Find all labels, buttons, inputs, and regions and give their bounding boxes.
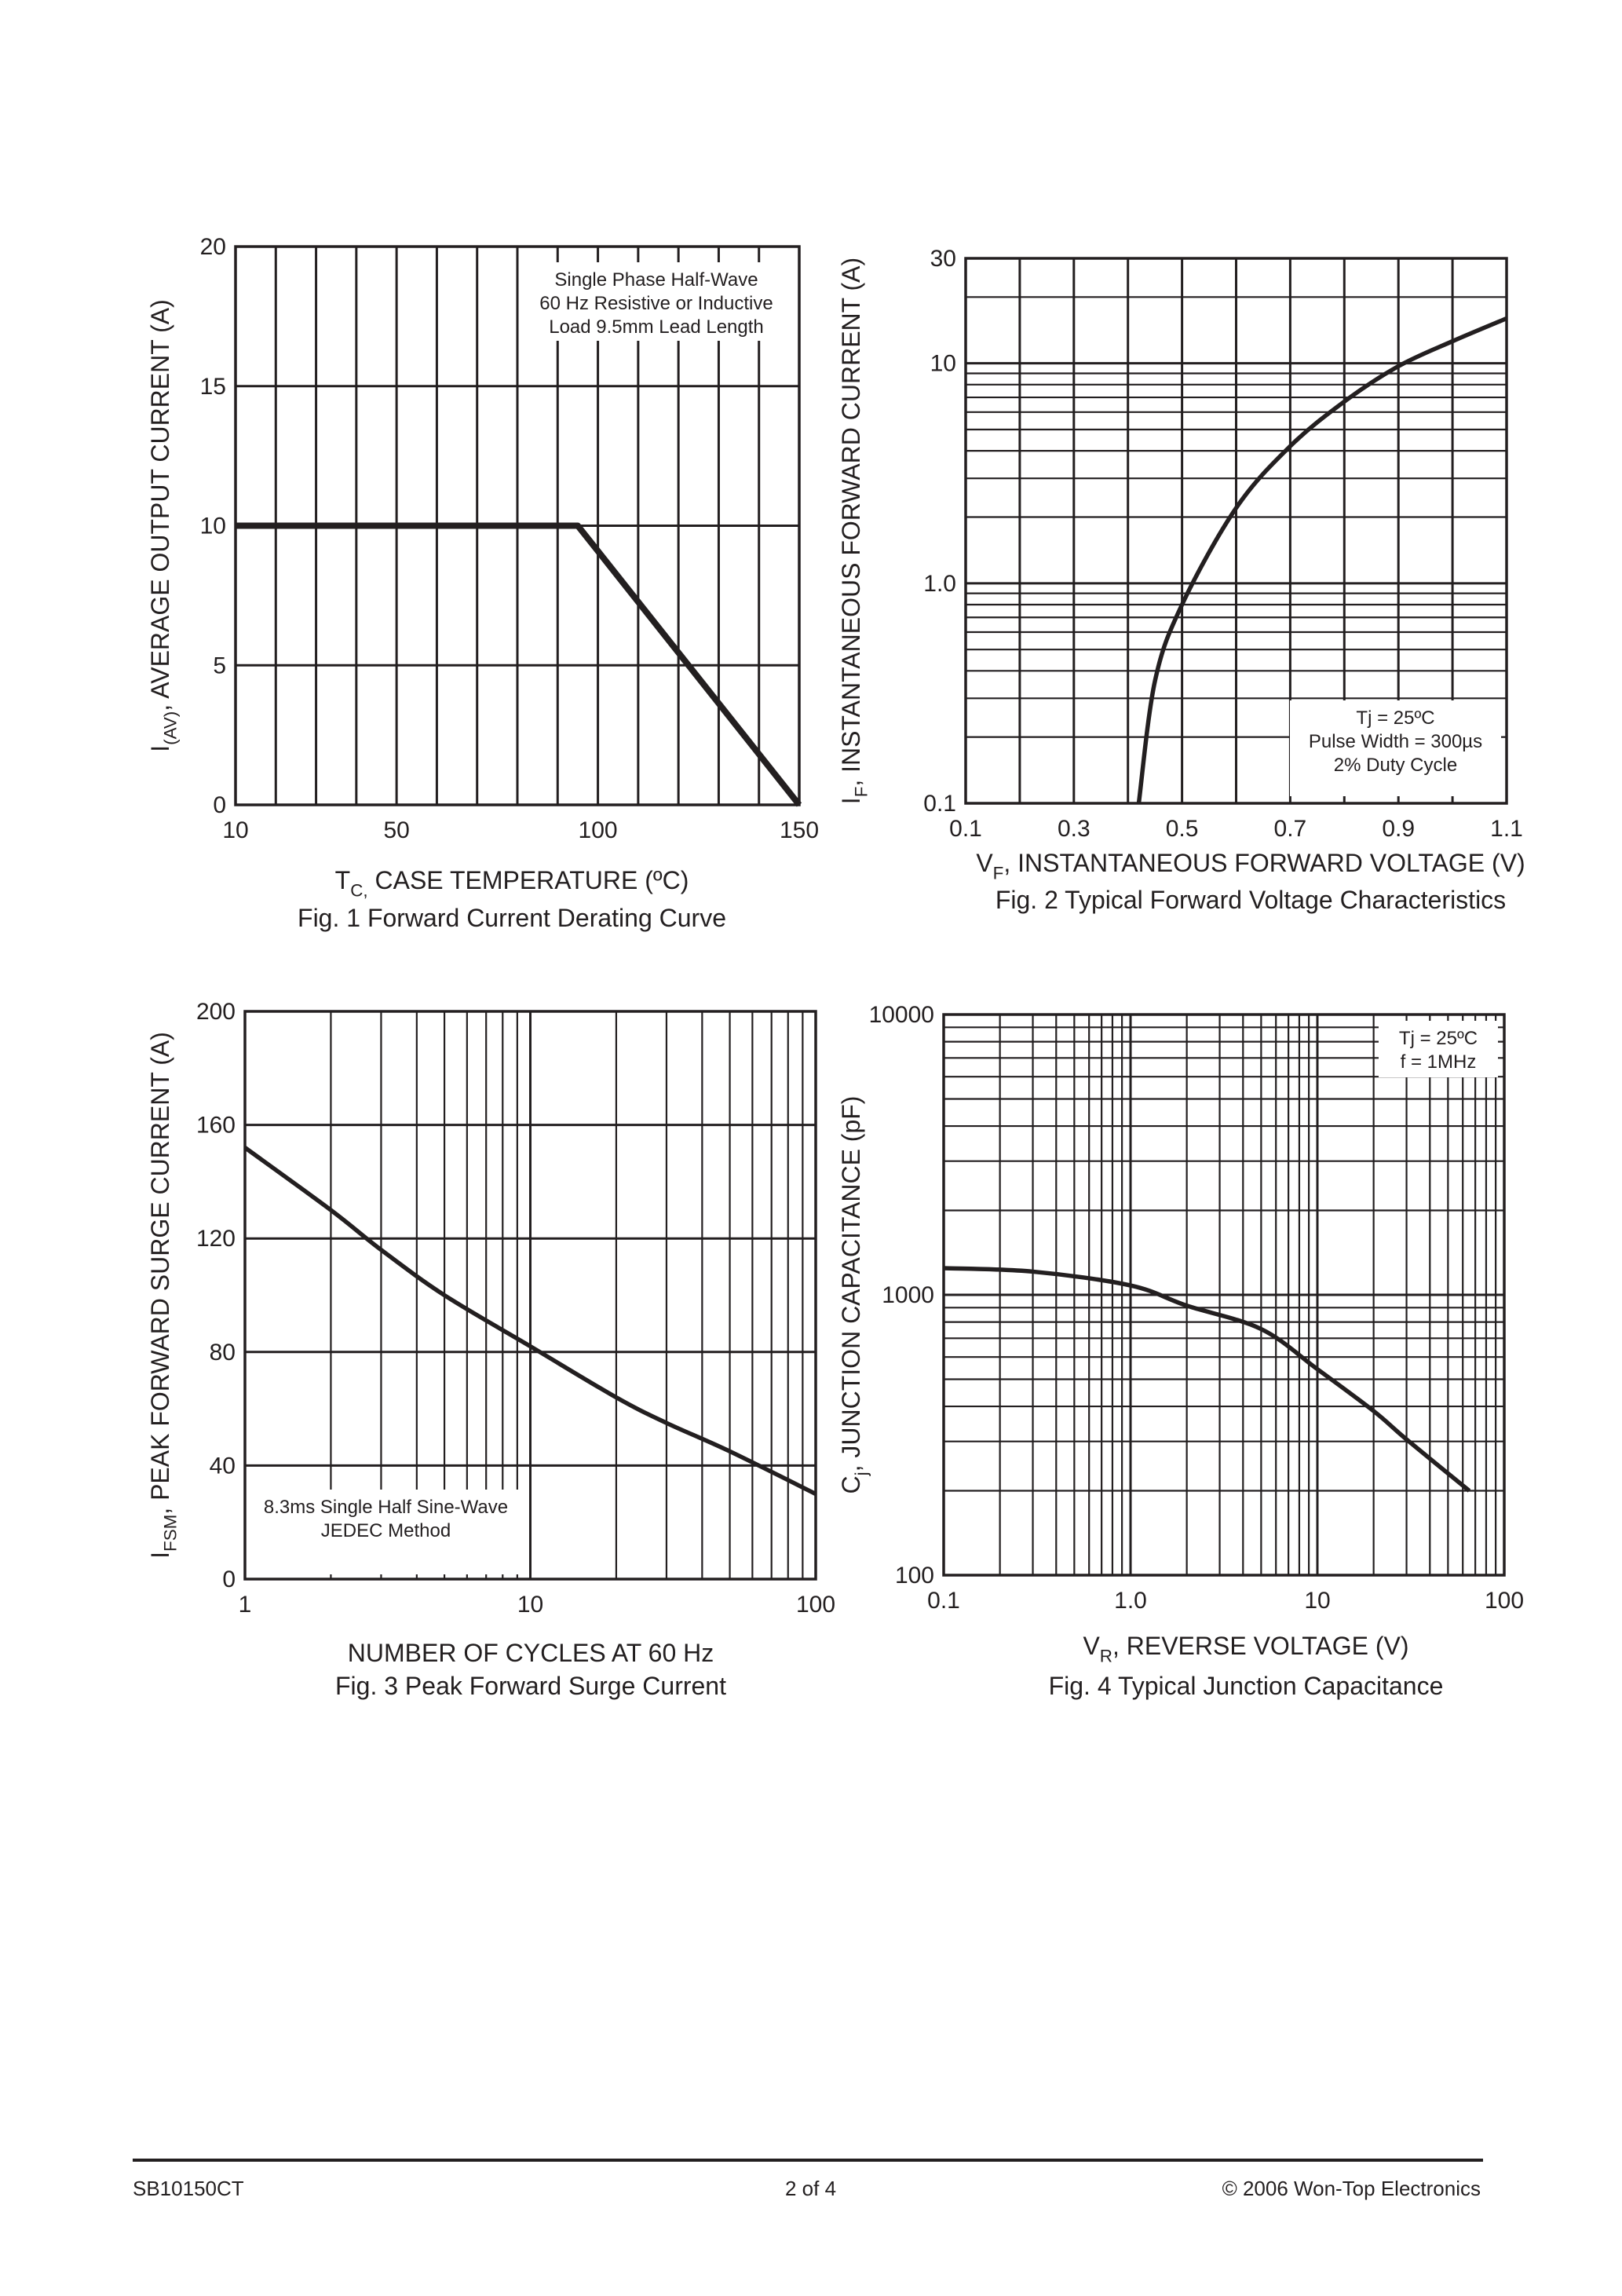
- plot-frame: [964, 257, 1508, 805]
- y-tick-label: 40: [210, 1453, 236, 1479]
- figure-caption: Fig. 1 Forward Current Derating Curve: [298, 904, 726, 932]
- y-tick-label: 10: [930, 351, 956, 377]
- x-axis-title: TC, CASE TEMPERATURE (ºC): [335, 866, 689, 901]
- x-tick-label: 0.9: [1382, 816, 1415, 842]
- y-axis-title: IF, INSTANTANEOUS FORWARD CURRENT (A): [837, 258, 871, 804]
- annotation-text: f = 1MHz: [1401, 1051, 1477, 1073]
- data-curve: [243, 1146, 817, 1497]
- x-tick-label: 150: [780, 817, 819, 843]
- footer-rule: [133, 2159, 1483, 2162]
- label-main: I: [146, 1552, 174, 1559]
- label-rest: , JUNCTION CAPACITANCE (pF): [837, 1096, 865, 1472]
- label-subscript: j: [852, 1472, 871, 1476]
- footer-page-number: 2 of 4: [785, 2177, 837, 2200]
- data-curve: [236, 522, 802, 807]
- data-curve: [1136, 316, 1508, 804]
- x-tick-label: 0.7: [1274, 816, 1307, 842]
- x-tick-label: 10: [1304, 1588, 1330, 1614]
- label-main: NUMBER OF CYCLES AT 60 Hz: [348, 1639, 714, 1667]
- label-main: V: [1083, 1632, 1100, 1660]
- label-main: I: [146, 745, 174, 752]
- y-tick-label: 5: [213, 653, 226, 678]
- x-tick-label: 100: [1485, 1588, 1524, 1614]
- x-tick-label: 0.5: [1166, 816, 1199, 842]
- annotation-text: JEDEC Method: [321, 1520, 451, 1541]
- data-curve: [943, 1266, 1471, 1493]
- x-tick-label: 1: [239, 1592, 252, 1618]
- annotation-text: Tj = 25ºC: [1356, 707, 1434, 729]
- x-axis-title: VR, REVERSE VOLTAGE (V): [1083, 1632, 1408, 1666]
- y-tick-label: 15: [200, 374, 226, 400]
- footer-copyright: © 2006 Won-Top Electronics: [1222, 2177, 1481, 2200]
- y-tick-label: 0: [213, 792, 226, 818]
- x-tick-label: 100: [796, 1592, 835, 1618]
- y-tick-label: 0.1: [923, 791, 956, 817]
- y-tick-label: 200: [196, 999, 236, 1025]
- figure-caption: Fig. 3 Peak Forward Surge Current: [335, 1672, 726, 1700]
- y-tick-label: 80: [210, 1340, 236, 1366]
- label-rest: , REVERSE VOLTAGE (V): [1112, 1632, 1409, 1660]
- y-tick-label: 10000: [869, 1002, 934, 1028]
- x-tick-label: 50: [383, 817, 409, 843]
- figure-caption: Fig. 4 Typical Junction Capacitance: [1049, 1672, 1444, 1700]
- y-axis-title: I(AV), AVERAGE OUTPUT CURRENT (A): [146, 299, 181, 752]
- plot-frame: [942, 1013, 1506, 1577]
- x-tick-label: 0.1: [927, 1588, 960, 1614]
- x-tick-label: 0.3: [1058, 816, 1090, 842]
- label-main: C: [837, 1475, 865, 1493]
- y-tick-label: 0: [222, 1567, 236, 1592]
- annotation-text: 8.3ms Single Half Sine-Wave: [264, 1497, 508, 1518]
- y-tick-label: 30: [930, 246, 956, 272]
- label-subscript: (AV): [161, 711, 181, 745]
- y-tick-label: 100: [895, 1563, 934, 1589]
- label-rest: , INSTANTANEOUS FORWARD CURRENT (A): [837, 258, 865, 787]
- label-subscript: F: [993, 864, 1004, 883]
- y-axis-title: IFSM, PEAK FORWARD SURGE CURRENT (A): [146, 1032, 181, 1559]
- label-main: I: [837, 797, 865, 804]
- y-tick-label: 120: [196, 1226, 236, 1252]
- figure-caption: Fig. 2 Typical Forward Voltage Character…: [995, 886, 1506, 914]
- y-tick-label: 160: [196, 1113, 236, 1139]
- y-tick-label: 10: [200, 514, 226, 539]
- label-rest: , INSTANTANEOUS FORWARD VOLTAGE (V): [1003, 849, 1525, 877]
- label-subscript: C,: [350, 881, 367, 901]
- x-tick-label: 0.1: [949, 816, 982, 842]
- y-tick-label: 1.0: [923, 571, 956, 597]
- label-rest: CASE TEMPERATURE (ºC): [368, 866, 689, 894]
- y-axis-title: Cj, JUNCTION CAPACITANCE (pF): [837, 1096, 871, 1494]
- x-tick-label: 1.1: [1490, 816, 1523, 842]
- annotation-text: 2% Duty Cycle: [1334, 755, 1457, 776]
- plot-frame: [243, 1010, 817, 1581]
- annotation-text: Pulse Width = 300µs: [1309, 731, 1482, 752]
- label-main: T: [335, 866, 351, 894]
- footer-part-number: SB10150CT: [133, 2177, 244, 2200]
- label-subscript: F: [852, 787, 871, 798]
- x-axis-title: VF, INSTANTANEOUS FORWARD VOLTAGE (V): [976, 849, 1525, 883]
- label-main: V: [976, 849, 993, 877]
- annotation-text: Load 9.5mm Lead Length: [549, 316, 764, 338]
- y-tick-label: 20: [200, 234, 226, 260]
- label-subscript: FSM: [161, 1515, 181, 1552]
- annotation-text: 60 Hz Resistive or Inductive: [539, 293, 773, 314]
- x-tick-label: 10: [517, 1592, 543, 1618]
- label-rest: , PEAK FORWARD SURGE CURRENT (A): [146, 1032, 174, 1515]
- label-subscript: R: [1100, 1647, 1112, 1666]
- label-rest: , AVERAGE OUTPUT CURRENT (A): [146, 299, 174, 711]
- x-tick-label: 100: [579, 817, 618, 843]
- y-tick-label: 1000: [882, 1282, 934, 1308]
- annotation-text: Tj = 25ºC: [1399, 1028, 1478, 1049]
- x-tick-label: 10: [222, 817, 248, 843]
- x-tick-label: 1.0: [1114, 1588, 1147, 1614]
- x-axis-title: NUMBER OF CYCLES AT 60 Hz: [348, 1639, 714, 1667]
- annotation-text: Single Phase Half-Wave: [554, 269, 758, 291]
